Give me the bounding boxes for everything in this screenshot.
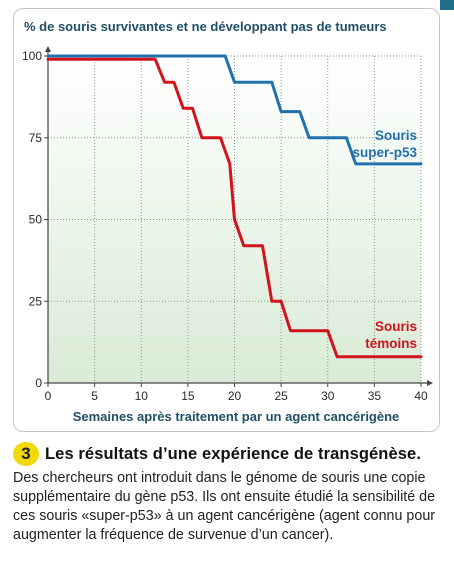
axes: 0 25 50 75 100 0 5 10 15 20 25 30 35 40	[22, 46, 433, 403]
y-tick-label: 50	[29, 213, 43, 227]
series-line	[46, 54, 423, 166]
x-tick-label: 5	[91, 389, 98, 403]
x-tick-label: 15	[181, 389, 195, 403]
x-tick-label: 40	[414, 389, 428, 403]
figure-number-badge: 3	[13, 442, 39, 466]
series: Souris super-p53 Souris témoins	[46, 54, 423, 359]
y-axis-title: % de souris survivantes et ne développan…	[24, 19, 387, 34]
x-tick-label: 20	[228, 389, 242, 403]
y-tick-label: 75	[29, 131, 43, 145]
series-label: témoins	[365, 336, 417, 351]
corner-tab	[440, 0, 454, 10]
x-tick-label: 10	[135, 389, 149, 403]
y-tick-label: 25	[29, 294, 43, 308]
x-tick-label: 25	[274, 389, 288, 403]
series-label: super-p53	[352, 145, 417, 160]
x-axis-title: Semaines après traitement par un agent c…	[73, 409, 400, 424]
y-tick-label: 0	[35, 376, 42, 390]
caption-heading: 3 Les résultats d’une expérience de tran…	[13, 441, 443, 467]
x-axis-arrow	[427, 380, 433, 386]
y-axis-arrow	[45, 46, 51, 52]
series-label: Souris	[375, 128, 417, 143]
x-tick-label: 30	[321, 389, 335, 403]
x-tick-label: 35	[368, 389, 382, 403]
figure-title: Les résultats d’une expérience de transg…	[45, 444, 422, 463]
chart: % de souris survivantes et ne développan…	[22, 19, 433, 424]
series-label: Souris	[375, 319, 417, 334]
figure-caption: 3 Les résultats d’une expérience de tran…	[13, 441, 443, 545]
series-line	[46, 57, 423, 359]
figure-description: Des chercheurs ont introduit dans le gén…	[13, 470, 436, 543]
y-tick-label: 100	[22, 49, 42, 63]
x-tick-label: 0	[45, 389, 52, 403]
chart-panel: % de souris survivantes et ne développan…	[13, 8, 440, 432]
